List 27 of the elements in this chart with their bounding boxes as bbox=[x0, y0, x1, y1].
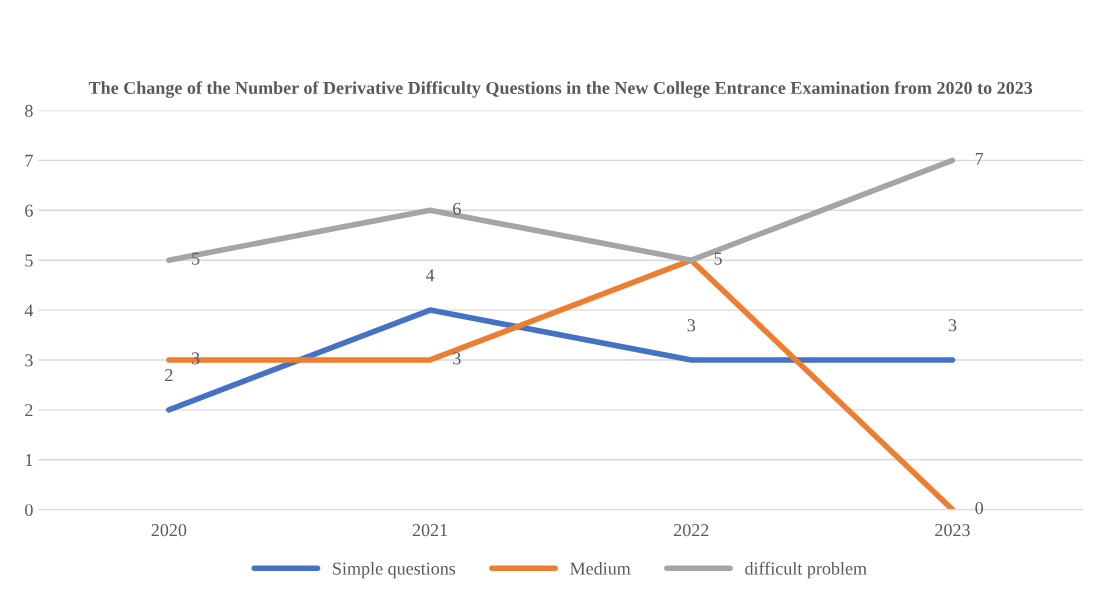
y-tick-label: 6 bbox=[25, 204, 33, 217]
y-tick-label: 3 bbox=[25, 354, 33, 367]
y-tick-label: 0 bbox=[25, 503, 33, 517]
data-label: 3 bbox=[453, 352, 461, 365]
data-label: 5 bbox=[714, 252, 722, 265]
y-tick-label: 1 bbox=[25, 454, 33, 466]
x-tick-label: 2023 bbox=[935, 524, 970, 537]
y-tick-label: 8 bbox=[25, 104, 33, 117]
chart-title: The Change of the Number of Derivative Difficulty Questions in the New College Entrance Examination from 2020 to 2023 bbox=[88, 81, 1033, 98]
data-label: 7 bbox=[975, 152, 984, 165]
legend-label: Medium bbox=[570, 561, 631, 575]
data-label: 2 bbox=[165, 369, 173, 381]
x-tick-label: 2022 bbox=[674, 524, 709, 537]
legend-label: Simple questions bbox=[333, 561, 456, 579]
y-tick-label: 7 bbox=[25, 154, 33, 167]
y-tick-label: 4 bbox=[24, 304, 34, 317]
y-tick-label: 2 bbox=[25, 404, 33, 417]
data-label: 4 bbox=[425, 269, 435, 282]
data-label: 3 bbox=[687, 319, 696, 332]
x-tick-label: 2020 bbox=[151, 524, 187, 537]
data-label: 6 bbox=[453, 202, 461, 215]
y-tick-label: 5 bbox=[25, 254, 33, 267]
data-label: 3 bbox=[948, 319, 957, 332]
x-tick-label: 2021 bbox=[412, 524, 448, 537]
legend-label: difficult problem bbox=[745, 561, 867, 579]
data-label: 5 bbox=[192, 252, 200, 265]
data-label: 0 bbox=[975, 501, 984, 515]
